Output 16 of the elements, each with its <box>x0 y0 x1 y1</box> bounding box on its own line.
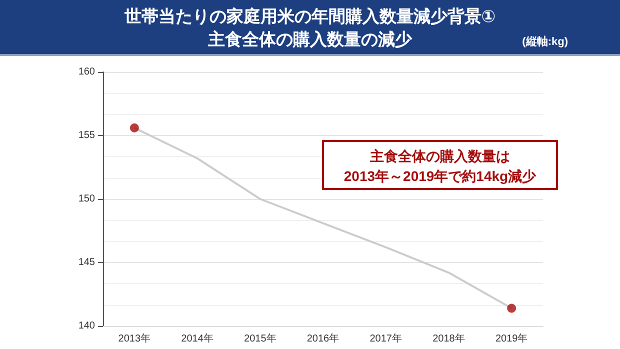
y-tick-label: 155 <box>78 130 96 141</box>
x-tick-label: 2017年 <box>370 332 402 344</box>
chart-subtitle: 主食全体の購入数量の減少 <box>208 30 412 49</box>
x-tick-label: 2015年 <box>244 332 276 344</box>
x-tick-label: 2019年 <box>495 332 528 344</box>
x-tick-label: 2013年 <box>118 332 151 344</box>
x-tick-label: 2016年 <box>306 332 340 344</box>
y-tick-label: 145 <box>78 257 96 268</box>
text: (縦軸:kg) <box>522 34 568 49</box>
y-tick-label: 150 <box>78 194 96 204</box>
y-tick-label: 140 <box>78 320 96 332</box>
chart-title: 世帯当たりの家庭用米の年間購入数量減少背景① <box>123 6 497 28</box>
annotation: 主食全体の購入数量は 2013年～2019年で約14kg減少 <box>322 140 558 190</box>
y-tick-label: 160 <box>78 66 96 78</box>
x-tick-label: 2014年 <box>181 332 214 344</box>
x-tick-label: 2018年 <box>432 332 465 344</box>
